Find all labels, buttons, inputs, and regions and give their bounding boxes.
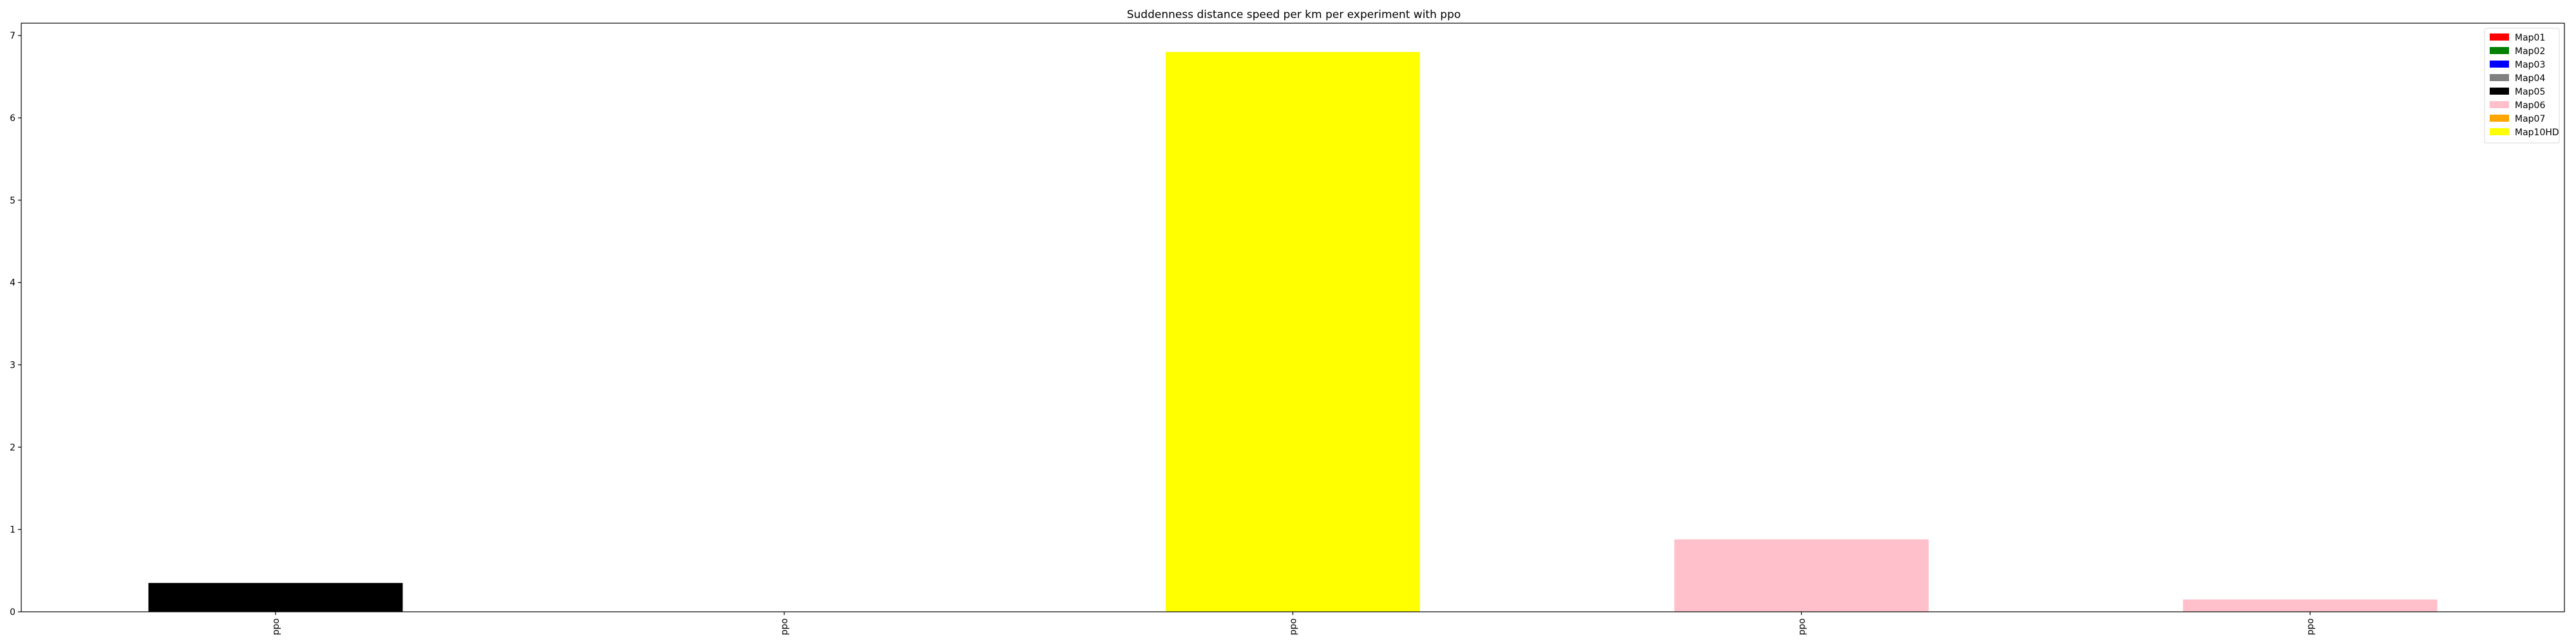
legend-box	[2484, 28, 2560, 144]
plot-area: 0 1 2 3 4 5 6 7 ppo ppo ppo ppo ppo	[10, 23, 2565, 635]
legend: Map01 Map02 Map03 Map04 Map05 Map06 Map07 Map10…	[2484, 28, 2560, 144]
legend-swatch-map02	[2490, 47, 2509, 54]
x-tick-label-0: ppo	[271, 618, 281, 635]
legend-label-map07: Map07	[2515, 114, 2545, 124]
legend-label-map10hd: Map10HD	[2515, 128, 2559, 138]
y-tick-label-2: 2	[10, 442, 15, 453]
y-tick-label-4: 4	[10, 278, 15, 289]
legend-label-map02: Map02	[2515, 46, 2545, 57]
legend-label-map01: Map01	[2515, 33, 2545, 43]
bar-4	[2183, 599, 2438, 612]
legend-swatch-map05	[2490, 88, 2509, 95]
legend-swatch-map06	[2490, 101, 2509, 108]
legend-label-map03: Map03	[2515, 60, 2545, 70]
y-tick-label-3: 3	[10, 361, 15, 371]
y-tick-label-6: 6	[10, 113, 15, 124]
x-tick-label-3: ppo	[1797, 618, 1807, 635]
bar-2	[1166, 52, 1420, 612]
y-tick-label-7: 7	[10, 31, 15, 41]
y-tick-label-5: 5	[10, 196, 15, 206]
y-tick-label-1: 1	[10, 525, 15, 535]
legend-label-map05: Map05	[2515, 87, 2545, 97]
legend-label-map04: Map04	[2515, 73, 2545, 84]
x-tick-label-2: ppo	[1289, 618, 1299, 635]
legend-swatch-map04	[2490, 74, 2509, 81]
y-tick-label-0: 0	[10, 607, 15, 618]
legend-swatch-map07	[2490, 115, 2509, 122]
x-tick-label-1: ppo	[780, 618, 790, 635]
bar-0	[148, 583, 403, 612]
bar-3	[1674, 539, 1929, 612]
legend-label-map06: Map06	[2515, 100, 2545, 111]
chart-title: Suddenness distance speed per km per exp…	[1127, 8, 1461, 21]
legend-swatch-map01	[2490, 33, 2509, 41]
legend-swatch-map10hd	[2490, 128, 2509, 135]
legend-swatch-map03	[2490, 61, 2509, 68]
x-tick-label-4: ppo	[2306, 618, 2316, 635]
